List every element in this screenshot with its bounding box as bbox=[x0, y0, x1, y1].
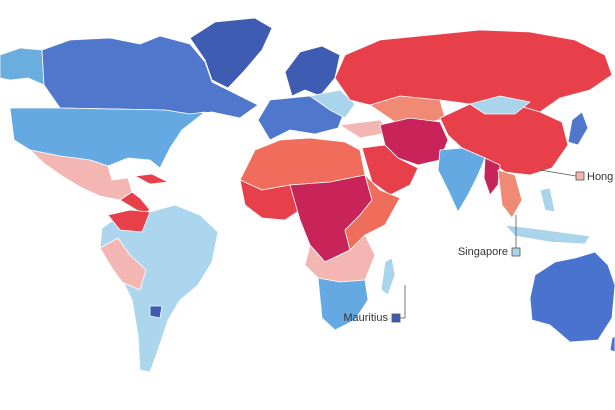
new-zealand bbox=[609, 335, 615, 353]
cuba bbox=[134, 173, 169, 185]
madagascar bbox=[380, 257, 396, 296]
legend-swatch bbox=[511, 247, 521, 257]
india bbox=[437, 147, 486, 213]
southeast-asia bbox=[497, 169, 523, 219]
callout-label: Hong K bbox=[587, 171, 615, 183]
southern-africa bbox=[317, 277, 369, 331]
mongolia bbox=[469, 95, 531, 115]
greenland bbox=[189, 17, 273, 89]
peru-bolivia bbox=[99, 237, 147, 291]
callout-label: Mauritius bbox=[343, 312, 388, 324]
scandinavia bbox=[284, 45, 341, 97]
japan bbox=[567, 111, 589, 146]
uruguay bbox=[149, 305, 163, 319]
russia bbox=[334, 29, 613, 113]
alaska bbox=[0, 47, 45, 86]
indonesia bbox=[504, 224, 591, 245]
venezuela bbox=[107, 209, 151, 233]
australia bbox=[529, 251, 615, 343]
myanmar bbox=[483, 157, 501, 196]
central-america bbox=[119, 191, 151, 215]
legend-swatch bbox=[575, 171, 585, 181]
south-america bbox=[99, 204, 219, 373]
arabia bbox=[361, 144, 419, 196]
countries bbox=[0, 17, 615, 373]
legend-swatch bbox=[391, 313, 401, 323]
callout-label: Singapore bbox=[458, 246, 508, 258]
eastern-europe bbox=[309, 89, 356, 119]
leader-line bbox=[539, 169, 577, 177]
south-central-africa bbox=[304, 234, 376, 283]
callouts: Hong K Singapore Mauritius bbox=[343, 169, 615, 324]
philippines bbox=[539, 187, 556, 213]
west-africa bbox=[239, 179, 301, 221]
